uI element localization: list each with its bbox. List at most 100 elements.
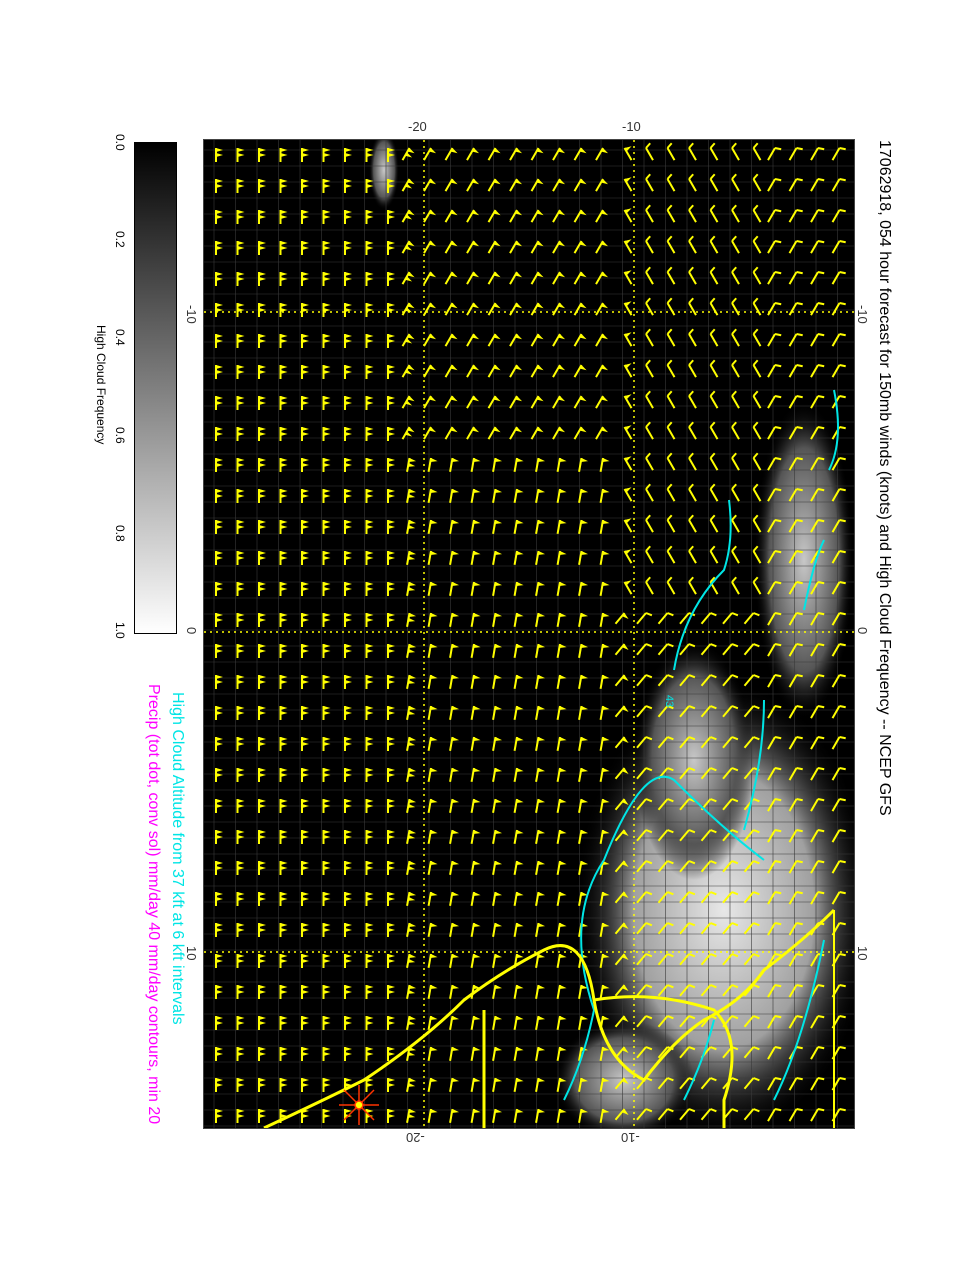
wind-barb (599, 767, 610, 782)
wind-barb (700, 674, 717, 687)
wind-barb (614, 953, 629, 966)
wind-barb (427, 643, 438, 658)
wind-barb (215, 737, 223, 751)
wind-barb (258, 830, 266, 844)
wind-barb (401, 333, 415, 347)
wind-barb (406, 891, 417, 906)
wind-barb (236, 582, 245, 596)
wind-barb (831, 581, 846, 595)
wind-barb (595, 178, 609, 192)
wind-barb (387, 210, 395, 224)
wind-barb (657, 922, 674, 935)
wind-barb (709, 297, 719, 316)
wind-barb (614, 829, 629, 842)
wind-barb (810, 209, 825, 223)
wind-barb (470, 1015, 481, 1030)
wind-barb (636, 953, 653, 966)
wind-barb (427, 767, 438, 782)
wind-barb (623, 146, 633, 161)
wind-barb (556, 705, 567, 720)
wind-barb (387, 613, 395, 627)
wind-barb (365, 768, 374, 782)
wind-barb (322, 396, 331, 410)
wind-barb (743, 705, 760, 718)
wind-barb (530, 178, 544, 192)
wind-barb (236, 830, 245, 844)
wind-barb (365, 1078, 374, 1092)
precip-legend: Precip (tot dot, conv sol) mm/day 40 mm/… (145, 684, 162, 1125)
wind-barb (530, 426, 544, 440)
wind-barb (406, 798, 417, 813)
wind-barb (406, 643, 417, 658)
wind-barb (623, 301, 633, 316)
wind-barb (215, 334, 223, 348)
wind-barb (215, 303, 223, 317)
wind-barb (700, 922, 717, 935)
wind-barb (487, 240, 501, 254)
wind-barb (322, 179, 331, 193)
wind-barb (279, 1016, 288, 1030)
wind-barb (666, 576, 676, 595)
wind-barb (722, 643, 739, 656)
wind-barb (623, 239, 633, 254)
wind-barb (688, 421, 697, 440)
wind-barb (614, 674, 629, 687)
wind-barb (322, 1109, 331, 1123)
wind-barb (535, 767, 546, 782)
wind-barb (513, 1077, 524, 1092)
wind-barb (365, 582, 374, 596)
wind-barb (752, 204, 762, 223)
wind-barb (236, 272, 245, 286)
wind-barb (573, 364, 587, 378)
wind-barb (788, 519, 803, 533)
wind-barb (810, 1015, 825, 1029)
wind-barb (444, 395, 458, 409)
wind-barb (449, 1046, 460, 1061)
wind-barb (513, 581, 524, 596)
wind-barb (401, 364, 415, 378)
wind-barb (215, 985, 223, 999)
wind-barb (743, 829, 760, 842)
wind-barb (831, 891, 846, 905)
wind-barb (236, 427, 245, 441)
wind-barb (578, 984, 589, 999)
wind-barb (688, 576, 697, 595)
wind-barb (301, 644, 309, 658)
wind-barb (831, 209, 846, 223)
wind-barb (645, 545, 654, 564)
wind-barb (406, 829, 417, 844)
wind-barb (810, 457, 825, 471)
wind-barb (831, 519, 846, 533)
wind-barb (344, 861, 352, 875)
wind-barb (767, 984, 782, 998)
wind-barb (573, 271, 587, 285)
wind-barb (279, 582, 288, 596)
wind-barb (743, 922, 760, 935)
axis-right-label: -10 (855, 305, 870, 324)
wind-barb (810, 1077, 825, 1091)
wind-barb (258, 210, 266, 224)
wind-barb (236, 954, 245, 968)
wind-barb (709, 545, 719, 564)
wind-barb (236, 768, 245, 782)
wind-barb (788, 767, 803, 781)
wind-barb (556, 674, 567, 689)
wind-barb (788, 209, 803, 223)
wind-barb (236, 892, 245, 906)
wind-barb (831, 457, 846, 471)
wind-barb (530, 302, 544, 316)
wind-barb (322, 365, 331, 379)
wind-barb (767, 488, 782, 502)
wind-barb (258, 179, 266, 193)
wind-barb (470, 643, 481, 658)
wind-barb (387, 582, 395, 596)
wind-barb (645, 576, 654, 595)
wind-barb (535, 1108, 546, 1123)
wind-barb (301, 334, 309, 348)
wind-barb (301, 179, 309, 193)
wind-barb (258, 396, 266, 410)
wind-barb (406, 674, 417, 689)
wind-barb (387, 892, 395, 906)
wind-barb (449, 581, 460, 596)
wind-barb (810, 240, 825, 254)
